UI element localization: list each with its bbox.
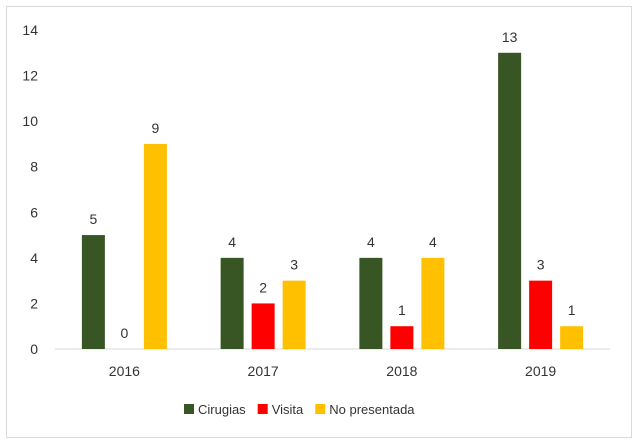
x-tick-label: 2017 [248, 363, 279, 379]
legend-swatch [257, 404, 268, 414]
y-tick-label: 0 [30, 341, 38, 357]
y-tick-label: 6 [30, 204, 38, 220]
bar-visita [251, 303, 275, 349]
data-label: 4 [429, 234, 437, 250]
bar-visita [529, 280, 553, 349]
legend-swatch [184, 404, 194, 414]
x-tick-label: 2016 [109, 363, 140, 379]
bar-cirugias [359, 257, 383, 349]
legend-label: Cirugias [198, 402, 246, 417]
data-label: 5 [89, 211, 97, 227]
data-label: 9 [151, 120, 159, 136]
bar-visita [390, 326, 414, 349]
data-label: 4 [367, 234, 375, 250]
data-label: 2 [259, 279, 267, 295]
bar-no-presentada [560, 326, 584, 349]
data-label: 3 [537, 257, 545, 273]
bar-cirugias [220, 257, 244, 349]
data-label: 1 [398, 302, 406, 318]
chart-frame [6, 6, 632, 438]
y-tick-label: 8 [30, 159, 38, 175]
bar-cirugias [81, 235, 105, 349]
x-tick-label: 2018 [386, 363, 417, 379]
bar-cirugias [498, 52, 522, 350]
data-label: 0 [120, 325, 128, 341]
data-label: 3 [290, 257, 298, 273]
legend-label: Visita [272, 402, 304, 417]
y-tick-label: 14 [22, 22, 38, 38]
data-label: 4 [228, 234, 236, 250]
x-tick-label: 2019 [525, 363, 556, 379]
y-tick-label: 10 [22, 113, 38, 129]
data-label: 1 [568, 302, 576, 318]
data-label: 13 [502, 29, 518, 45]
bar-no-presentada [421, 257, 445, 349]
y-tick-label: 12 [22, 68, 38, 84]
legend-swatch [315, 404, 326, 414]
bar-no-presentada [282, 280, 306, 349]
legend-label: No presentada [329, 402, 415, 417]
y-tick-label: 4 [30, 250, 38, 266]
bar-no-presentada [143, 143, 167, 349]
y-tick-label: 2 [30, 295, 38, 311]
